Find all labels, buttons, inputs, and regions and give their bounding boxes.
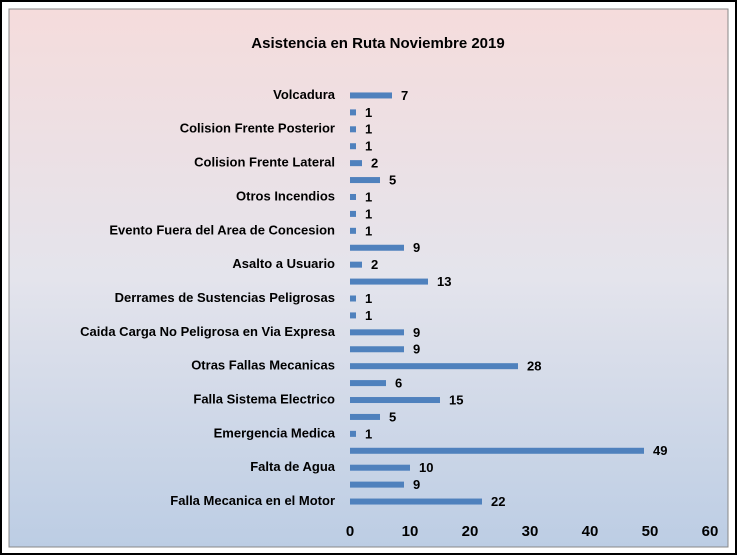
- bar: [350, 363, 518, 370]
- y-tick-label: Volcadura: [273, 87, 336, 102]
- plot-background: [8, 8, 729, 548]
- value-label: 9: [413, 477, 420, 492]
- x-tick-label: 40: [582, 523, 599, 540]
- bar: [350, 193, 356, 200]
- bar: [350, 498, 482, 505]
- y-tick-label: Derrames de Sustencias Peligrosas: [115, 290, 335, 305]
- bar: [350, 346, 404, 353]
- x-tick-label: 60: [702, 523, 719, 540]
- bar: [350, 160, 362, 167]
- bar: [350, 244, 404, 251]
- bar: [350, 227, 356, 234]
- bar: [350, 295, 356, 302]
- bar: [350, 413, 380, 420]
- value-label: 1: [365, 308, 372, 323]
- bar: [350, 143, 356, 150]
- value-label: 13: [437, 274, 451, 289]
- y-tick-label: Caida Carga No Peligrosa en Via Expresa: [80, 324, 336, 339]
- value-label: 1: [365, 426, 372, 441]
- bar: [350, 464, 410, 471]
- bar: [350, 278, 428, 285]
- y-tick-label: Emergencia Medica: [214, 425, 336, 440]
- x-tick-label: 30: [522, 523, 539, 540]
- y-tick-label: Colision Frente Posterior: [180, 121, 335, 136]
- y-tick-label: Falla Mecanica en el Motor: [170, 493, 335, 508]
- y-tick-label: Falla Sistema Electrico: [193, 391, 335, 406]
- value-label: 1: [365, 139, 372, 154]
- bar: [350, 92, 392, 99]
- value-label: 9: [413, 342, 420, 357]
- value-label: 49: [653, 443, 667, 458]
- value-label: 1: [365, 105, 372, 120]
- value-label: 28: [527, 359, 541, 374]
- chart-title: Asistencia en Ruta Noviembre 2019: [251, 35, 504, 52]
- bar: [350, 177, 380, 184]
- y-tick-label: Otras Fallas Mecanicas: [191, 358, 335, 373]
- y-tick-label: Falta de Agua: [250, 459, 336, 474]
- bar: [350, 430, 356, 437]
- value-label: 1: [365, 223, 372, 238]
- value-label: 10: [419, 460, 433, 475]
- bar: [350, 210, 356, 217]
- bar: [350, 312, 356, 319]
- bar: [350, 397, 440, 404]
- value-label: 1: [365, 206, 372, 221]
- value-label: 15: [449, 392, 463, 407]
- y-tick-label: Asalto a Usuario: [232, 256, 335, 271]
- value-label: 5: [389, 409, 396, 424]
- bar: [350, 126, 356, 133]
- y-tick-label: Otros Incendios: [236, 188, 335, 203]
- value-label: 7: [401, 88, 408, 103]
- value-label: 2: [371, 257, 378, 272]
- y-tick-label: Colision Frente Lateral: [194, 155, 335, 170]
- value-label: 22: [491, 494, 505, 509]
- bar: [350, 380, 386, 387]
- value-label: 9: [413, 240, 420, 255]
- value-label: 1: [365, 189, 372, 204]
- bar: [350, 481, 404, 488]
- x-tick-label: 10: [402, 523, 419, 540]
- bar: [350, 447, 644, 454]
- bar: [350, 109, 356, 116]
- y-tick-label: Evento Fuera del Area de Concesion: [109, 222, 335, 237]
- value-label: 2: [371, 156, 378, 171]
- value-label: 1: [365, 122, 372, 137]
- x-tick-label: 0: [346, 523, 354, 540]
- bar: [350, 261, 362, 268]
- x-tick-label: 50: [642, 523, 659, 540]
- value-label: 6: [395, 376, 402, 391]
- bar: [350, 329, 404, 336]
- x-tick-label: 20: [462, 523, 479, 540]
- value-label: 9: [413, 325, 420, 340]
- value-label: 1: [365, 291, 372, 306]
- value-label: 5: [389, 172, 396, 187]
